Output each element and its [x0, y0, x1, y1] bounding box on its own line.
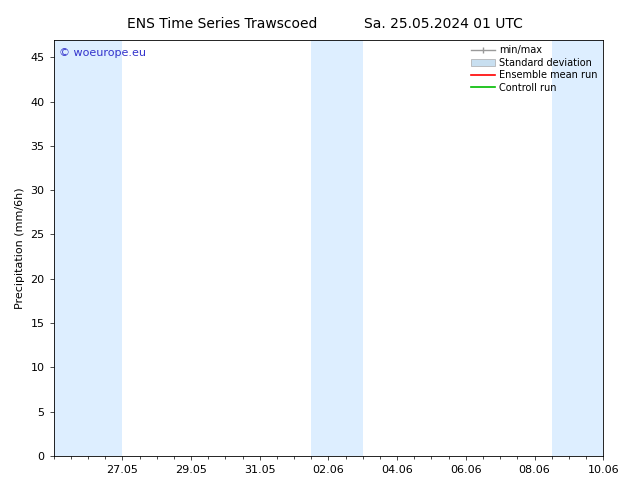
Bar — [552, 40, 603, 456]
Bar — [54, 40, 122, 456]
Bar — [311, 40, 363, 456]
Text: Sa. 25.05.2024 01 UTC: Sa. 25.05.2024 01 UTC — [365, 17, 523, 31]
Text: © woeurope.eu: © woeurope.eu — [59, 48, 146, 58]
Legend: min/max, Standard deviation, Ensemble mean run, Controll run: min/max, Standard deviation, Ensemble me… — [467, 42, 601, 97]
Text: ENS Time Series Trawscoed: ENS Time Series Trawscoed — [127, 17, 317, 31]
Y-axis label: Precipitation (mm/6h): Precipitation (mm/6h) — [15, 187, 25, 309]
